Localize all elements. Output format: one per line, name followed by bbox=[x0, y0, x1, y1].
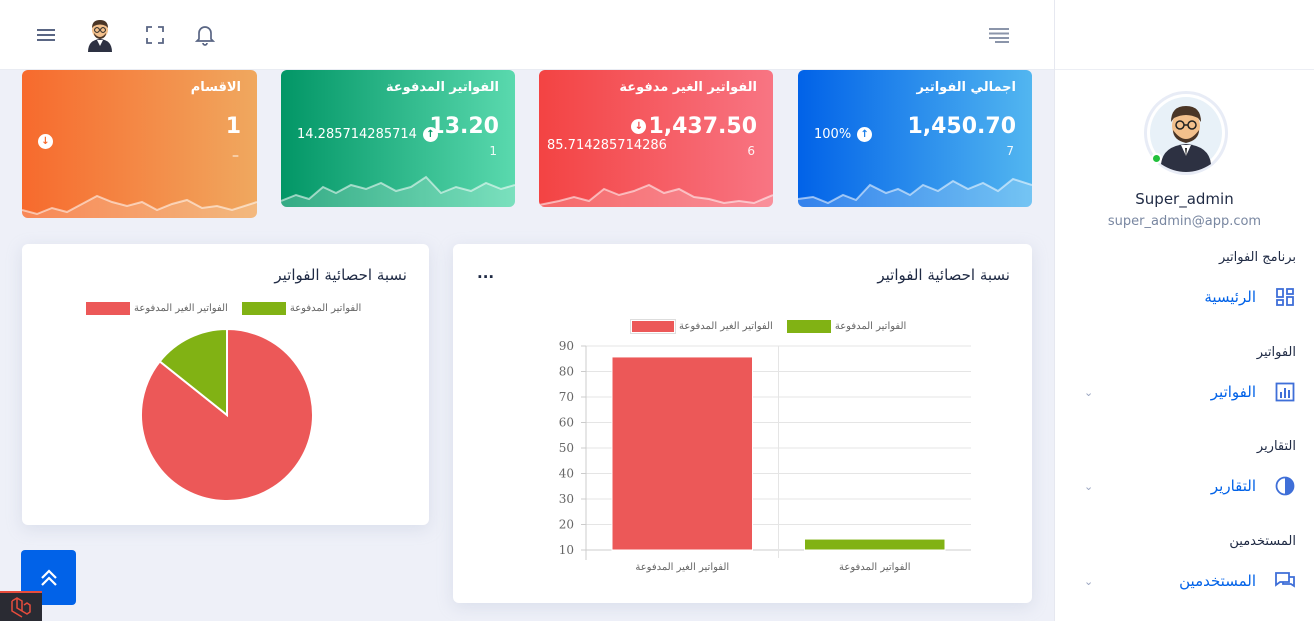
y-tick-label: 50 bbox=[559, 441, 574, 455]
pie-chart-panel: نسبة احصائية الفواتير الفواتير الغير الم… bbox=[22, 244, 429, 525]
sidebar-section-title: المستخدمين bbox=[1229, 534, 1296, 549]
sidebar-item-label: التقارير bbox=[1210, 477, 1256, 495]
panel-title: نسبة احصائية الفواتير bbox=[877, 266, 1010, 284]
arrow-up-icon: ↑ bbox=[422, 127, 438, 142]
legend-swatch bbox=[631, 320, 675, 333]
card-percent: ↓ bbox=[38, 134, 53, 149]
card-amount: 1 bbox=[225, 114, 241, 139]
legend-paid: الفواتير المدفوعة bbox=[783, 320, 906, 333]
legend-paid: الفواتير المدفوعة bbox=[238, 302, 361, 315]
legend-unpaid: الفواتير الغير المدفوعة bbox=[82, 302, 228, 315]
sparkline bbox=[798, 177, 1032, 207]
legend-swatch bbox=[241, 302, 286, 315]
sidebar: Super_admin super_admin@app.com برنامج ا… bbox=[1054, 0, 1314, 621]
sidebar-section-title: التقارير bbox=[1256, 439, 1296, 454]
sidebar-item-home[interactable]: الرئيسية bbox=[1076, 282, 1296, 312]
bar-chart-icon bbox=[1274, 381, 1296, 403]
card-title: الفواتير المدفوعة bbox=[385, 80, 499, 95]
card-percent: 14.285714285714 ↑ bbox=[297, 127, 438, 142]
fullscreen-icon[interactable] bbox=[142, 22, 168, 48]
user-email: super_admin@app.com bbox=[1107, 214, 1262, 229]
y-tick-label: 90 bbox=[559, 339, 574, 353]
card-amount: ↓ 1,437.50 bbox=[631, 114, 757, 139]
sidebar-section-title: الفواتير bbox=[1256, 345, 1296, 360]
legend-label: الفواتير المدفوعة bbox=[289, 303, 362, 314]
double-chevron-up-icon bbox=[40, 568, 57, 586]
y-tick-label: 80 bbox=[559, 365, 574, 379]
card-count: – bbox=[232, 148, 239, 164]
legend-label: الفواتير المدفوعة bbox=[834, 321, 907, 332]
hamburger-icon[interactable] bbox=[33, 22, 59, 48]
pie-chart bbox=[140, 327, 314, 502]
legend-swatch bbox=[86, 302, 130, 315]
top-bar bbox=[0, 0, 1054, 70]
legend-label: الفواتير الغير المدفوعة bbox=[679, 321, 773, 332]
sidebar-section-title: برنامج الفواتير bbox=[1218, 250, 1296, 265]
chevron-down-icon: ⌄ bbox=[1084, 574, 1094, 588]
card-percent-value: 100% bbox=[814, 127, 852, 142]
sidebar-header bbox=[1055, 0, 1314, 70]
sidebar-item-label: الفواتير bbox=[1210, 383, 1256, 401]
bell-icon[interactable] bbox=[192, 22, 218, 48]
sidebar-item-reports[interactable]: ⌄ التقارير bbox=[1076, 471, 1296, 501]
chart-legend: الفواتير الغير المدفوعة الفواتير المدفوع… bbox=[627, 320, 906, 333]
legend-label: الفواتير الغير المدفوعة bbox=[134, 303, 228, 314]
card-amount: 1,450.70 bbox=[907, 114, 1016, 139]
sidebar-item-label: الرئيسية bbox=[1204, 288, 1256, 306]
panel-title: نسبة احصائية الفواتير bbox=[274, 266, 407, 284]
x-tick-label: الفواتير المدفوعة bbox=[839, 562, 910, 573]
align-right-icon[interactable] bbox=[986, 22, 1012, 48]
card-title: الاقسام bbox=[190, 80, 241, 95]
card-percent: 85.714285714286 bbox=[547, 138, 667, 153]
card-count: 7 bbox=[1006, 144, 1014, 158]
card-count: 6 bbox=[747, 144, 755, 158]
sidebar-item-invoices[interactable]: ⌄ الفواتير bbox=[1076, 377, 1296, 407]
legend-unpaid: الفواتير الغير المدفوعة bbox=[627, 320, 773, 333]
card-count: 1 bbox=[489, 144, 497, 158]
bar bbox=[611, 356, 753, 551]
card-departments: الاقسام 1 – ↓ bbox=[22, 70, 257, 218]
sparkline bbox=[281, 175, 515, 207]
bar-chart-panel: نسبة احصائية الفواتير ... الفواتير الغير… bbox=[453, 244, 1032, 603]
chevron-down-icon: ⌄ bbox=[1084, 385, 1094, 399]
card-percent-value: 14.285714285714 bbox=[297, 127, 417, 142]
arrow-up-icon: ↑ bbox=[857, 127, 873, 142]
chat-icon bbox=[1274, 570, 1296, 592]
card-title: الفواتير الغير مدفوعة bbox=[619, 80, 757, 95]
legend-swatch bbox=[786, 320, 831, 333]
y-tick-label: 60 bbox=[559, 416, 574, 430]
card-total-invoices: اجمالي الفواتير 1,450.70 7 100% ↑ bbox=[798, 70, 1032, 207]
card-paid-invoices: الفواتير المدفوعة 13.20 1 14.28571428571… bbox=[281, 70, 515, 207]
sidebar-item-label: المستخدمين bbox=[1179, 572, 1256, 590]
sparkline bbox=[539, 183, 773, 207]
more-options-button[interactable]: ... bbox=[477, 264, 495, 282]
card-unpaid-invoices: الفواتير الغير مدفوعة ↓ 1,437.50 6 85.71… bbox=[539, 70, 773, 207]
user-name: Super_admin bbox=[1135, 190, 1234, 208]
online-status-dot bbox=[1151, 153, 1162, 164]
bar-chart: 90 80 70 60 50 40 30 20 10 الفواتير الغير المدفوع… bbox=[559, 339, 971, 573]
x-tick-label: الفواتير الغير المدفوعة bbox=[635, 562, 729, 573]
card-title: اجمالي الفواتير bbox=[916, 80, 1016, 95]
card-amount: 13.20 bbox=[429, 114, 499, 139]
bar bbox=[804, 538, 946, 551]
chevron-down-icon: ⌄ bbox=[1084, 479, 1094, 493]
arrow-down-icon: ↓ bbox=[631, 119, 647, 134]
header-avatar[interactable] bbox=[84, 16, 116, 52]
laravel-logo-icon bbox=[0, 591, 42, 621]
arrow-down-icon: ↓ bbox=[38, 134, 53, 149]
y-tick-label: 70 bbox=[559, 390, 574, 404]
dashboard-icon bbox=[1274, 286, 1296, 308]
chart-legend: الفواتير الغير المدفوعة الفواتير المدفوع… bbox=[82, 302, 361, 315]
y-tick-label: 30 bbox=[559, 492, 574, 506]
y-tick-label: 20 bbox=[559, 518, 574, 532]
card-percent: 100% ↑ bbox=[814, 127, 873, 142]
sidebar-item-users[interactable]: ⌄ المستخدمين bbox=[1076, 566, 1296, 596]
y-tick-label: 40 bbox=[559, 467, 574, 481]
y-tick-label: 10 bbox=[559, 543, 574, 557]
user-avatar[interactable] bbox=[1147, 94, 1225, 172]
pie-chart-icon bbox=[1274, 475, 1296, 497]
pie-slice bbox=[158, 327, 228, 418]
sparkline bbox=[22, 194, 257, 218]
card-amount-value: 1,437.50 bbox=[648, 114, 757, 139]
